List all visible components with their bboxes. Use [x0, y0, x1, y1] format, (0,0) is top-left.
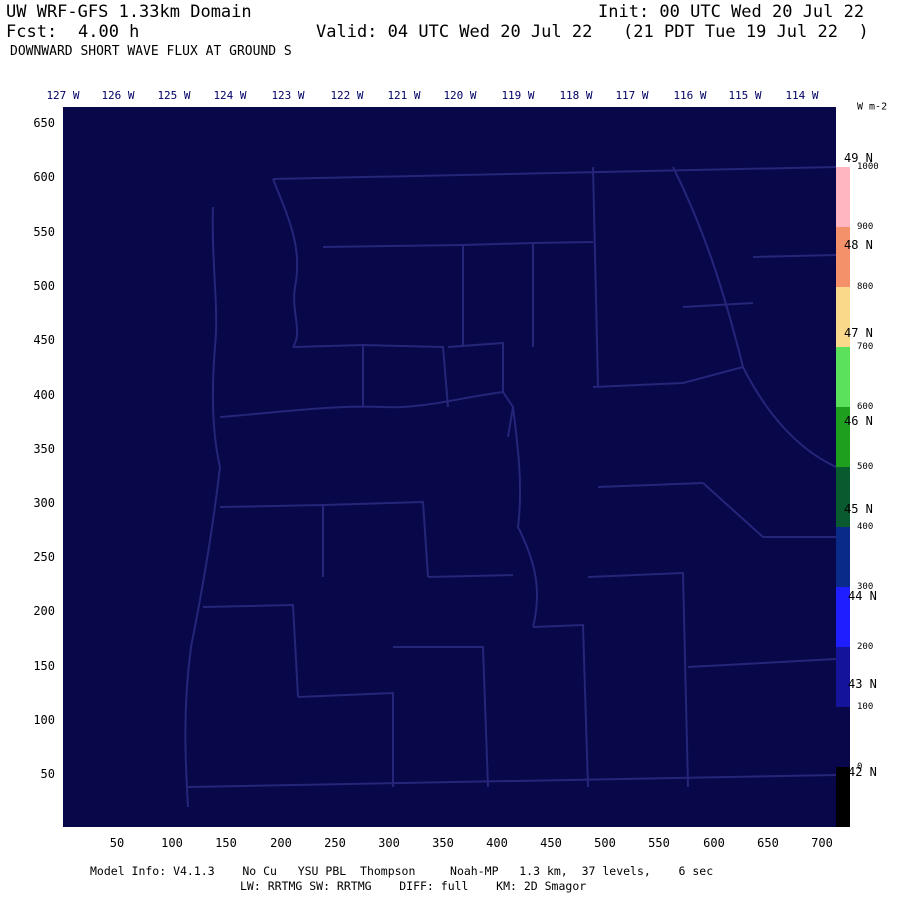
colorbar-segment: [836, 167, 850, 227]
lon-label: 123 W: [271, 89, 305, 102]
lon-label: 114 W: [785, 89, 819, 102]
colorbar-segment: [836, 767, 850, 827]
y-tick-label: 450: [33, 333, 55, 347]
lon-label: 120 W: [443, 89, 477, 102]
x-tick-label: 550: [648, 836, 670, 850]
puget-sound: [272, 178, 299, 348]
colorbar-label: 200: [857, 642, 874, 652]
lat-label: 47 N: [844, 326, 873, 340]
x-tick-label: 200: [270, 836, 292, 850]
physics-info: LW: RRTMG SW: RRTMG DIFF: full KM: 2D Sm…: [240, 879, 587, 893]
y-tick-label: 300: [33, 496, 55, 510]
lon-label: 116 W: [673, 89, 707, 102]
y-tick-label: 250: [33, 550, 55, 564]
colorbar-segment: [836, 707, 850, 767]
colorbar-label: 300: [857, 582, 874, 592]
x-tick-label: 300: [378, 836, 400, 850]
colorbar-segment: [836, 107, 850, 167]
y-tick-label: 550: [33, 225, 55, 239]
map-boundaries: [184, 166, 836, 808]
state-border-id-mt: [672, 166, 836, 468]
y-tick-label: 50: [40, 767, 55, 781]
colorbar-units: W m-2: [857, 101, 888, 113]
valid-time: Valid: 04 UTC Wed 20 Jul 22 (21 PDT Tue …: [316, 22, 869, 42]
x-tick-label: 100: [161, 836, 183, 850]
state-border-or-ca: [187, 774, 836, 788]
y-tick-label: 600: [33, 170, 55, 184]
y-tick-label: 500: [33, 279, 55, 293]
colorbar-label: 400: [857, 522, 874, 532]
x-tick-label: 150: [215, 836, 237, 850]
y-tick-label: 650: [33, 116, 55, 130]
intl-border-line: [272, 166, 836, 180]
lon-label: 118 W: [559, 89, 593, 102]
lon-label: 122 W: [330, 89, 364, 102]
map-panel: [63, 107, 836, 827]
y-tick-label: 350: [33, 442, 55, 456]
colorbar-label: 100: [857, 702, 874, 712]
x-tick-label: 500: [594, 836, 616, 850]
lat-label: 49 N: [844, 151, 873, 165]
colorbar-segment: [836, 227, 850, 287]
colorbar-label: 0: [857, 762, 863, 772]
lon-label: 124 W: [213, 89, 247, 102]
x-tick-label: 400: [486, 836, 508, 850]
colorbar-label: 900: [857, 222, 874, 232]
x-tick-label: 600: [703, 836, 725, 850]
state-border-wa-or: [219, 390, 515, 438]
colorbar-label: 800: [857, 282, 874, 292]
colorbar: [836, 107, 850, 827]
field-name: DOWNWARD SHORT WAVE FLUX AT GROUND S: [10, 44, 292, 59]
y-tick-label: 400: [33, 388, 55, 402]
forecast-label: Fcst:: [6, 22, 58, 42]
lon-label: 115 W: [728, 89, 762, 102]
x-tick-label: 650: [757, 836, 779, 850]
lat-label: 43 N: [848, 677, 877, 691]
lat-label: 45 N: [844, 502, 873, 516]
colorbar-segment: [836, 587, 850, 647]
y-tick-label: 150: [33, 659, 55, 673]
coastline: [184, 206, 222, 808]
x-tick-label: 350: [432, 836, 454, 850]
forecast-hour: 4.00 h: [78, 22, 140, 42]
y-tick-label: 200: [33, 604, 55, 618]
colorbar-label: 600: [857, 402, 874, 412]
colorbar-label: 700: [857, 342, 874, 352]
colorbar-segment: [836, 347, 850, 407]
colorbar-segment: [836, 647, 850, 707]
lat-label: 46 N: [844, 414, 873, 428]
colorbar-segment: [836, 527, 850, 587]
y-tick-label: 100: [33, 713, 55, 727]
state-border-or-id: [512, 406, 539, 628]
lat-label: 42 N: [848, 765, 877, 779]
lon-label: 127 W: [46, 89, 80, 102]
lon-label: 125 W: [157, 89, 191, 102]
colorbar-label: 1000: [857, 162, 879, 172]
colorbar-segment: [836, 467, 850, 527]
model-info: Model Info: V4.1.3 No Cu YSU PBL Thompso…: [90, 864, 714, 878]
lon-label: 121 W: [387, 89, 421, 102]
init-time: Init: 00 UTC Wed 20 Jul 22: [598, 2, 865, 22]
x-tick-label: 700: [811, 836, 833, 850]
x-tick-label: 250: [324, 836, 346, 850]
colorbar-label: 500: [857, 462, 874, 472]
lat-label: 48 N: [844, 238, 873, 252]
lat-label: 44 N: [848, 589, 877, 603]
lon-label: 117 W: [615, 89, 649, 102]
x-tick-label: 50: [109, 836, 125, 850]
x-tick-label: 450: [540, 836, 562, 850]
state-border-wa-id: [592, 166, 599, 388]
colorbar-segment: [836, 407, 850, 467]
model-title: UW WRF-GFS 1.33km Domain: [6, 2, 252, 22]
colorbar-segment: [836, 287, 850, 347]
lon-label: 119 W: [501, 89, 535, 102]
lon-label: 126 W: [101, 89, 135, 102]
